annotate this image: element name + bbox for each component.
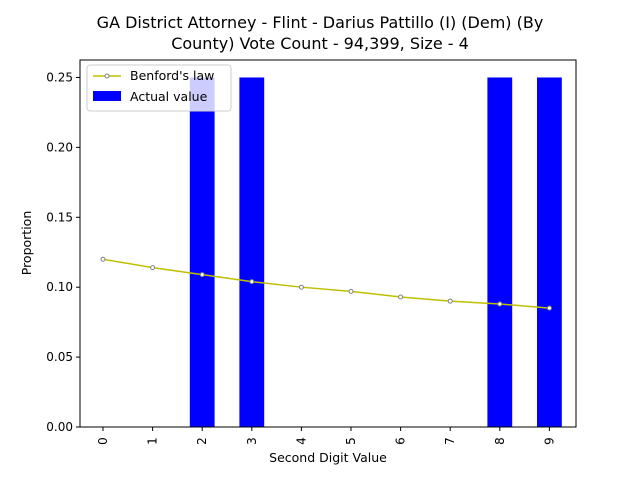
- y-tick-label: 0.10: [46, 280, 73, 294]
- chart-title-line-2: County) Vote Count - 94,399, Size - 4: [171, 34, 469, 53]
- y-tick-label: 0.15: [46, 210, 73, 224]
- y-tick-label: 0.20: [46, 140, 73, 154]
- x-tick-label-6: 6: [394, 437, 408, 445]
- benford-point-8: [497, 301, 503, 307]
- x-tick-label-7: 7: [443, 437, 457, 445]
- legend-actual-swatch: [93, 91, 121, 101]
- legend-benford-marker-swatch: [104, 73, 110, 79]
- bar-digit-9: [537, 77, 562, 427]
- benford-point-1: [150, 265, 156, 271]
- chart-title-line-1: GA District Attorney - Flint - Darius Pa…: [97, 13, 544, 32]
- legend: Benford's law Actual value: [86, 64, 232, 112]
- benford-point-7: [447, 298, 453, 304]
- bar-digit-2: [189, 77, 215, 427]
- benford-point-2: [199, 272, 205, 278]
- x-tick-label-2: 2: [195, 437, 209, 445]
- x-axis-ticks: 0 1 2 3 4 5 6 7 8 9: [96, 427, 556, 445]
- x-tick-label-5: 5: [344, 437, 358, 445]
- benford-line-series: [100, 256, 552, 311]
- x-tick-label-0: 0: [96, 437, 110, 445]
- y-tick-label: 0.00: [46, 420, 73, 434]
- y-axis-label: Proportion: [19, 211, 34, 276]
- y-axis-ticks: 0.00 0.05 0.10 0.15 0.20 0.25: [46, 70, 80, 434]
- benford-point-0: [100, 256, 106, 262]
- bar-series: [189, 77, 562, 427]
- benford-point-4: [298, 284, 304, 290]
- legend-label-actual: Actual value: [130, 89, 208, 104]
- plot-frame: [79, 59, 577, 428]
- x-tick-label-4: 4: [294, 437, 308, 445]
- x-tick-label-9: 9: [542, 437, 556, 445]
- x-tick-label-1: 1: [146, 437, 160, 445]
- y-tick-label: 0.05: [46, 350, 73, 364]
- benford-point-9: [546, 305, 552, 311]
- benford-point-3: [249, 279, 255, 285]
- bar-digit-8: [487, 77, 513, 427]
- benford-line: [102, 258, 550, 309]
- benford-point-5: [348, 288, 354, 294]
- y-tick-label: 0.25: [46, 70, 73, 84]
- bar-digit-3: [239, 77, 265, 427]
- x-tick-label-8: 8: [493, 437, 507, 445]
- legend-box: [86, 64, 232, 112]
- x-axis-label: Second Digit Value: [269, 450, 387, 465]
- legend-label-benford: Benford's law: [130, 68, 214, 83]
- x-tick-label-3: 3: [245, 437, 259, 445]
- benford-point-6: [398, 294, 404, 300]
